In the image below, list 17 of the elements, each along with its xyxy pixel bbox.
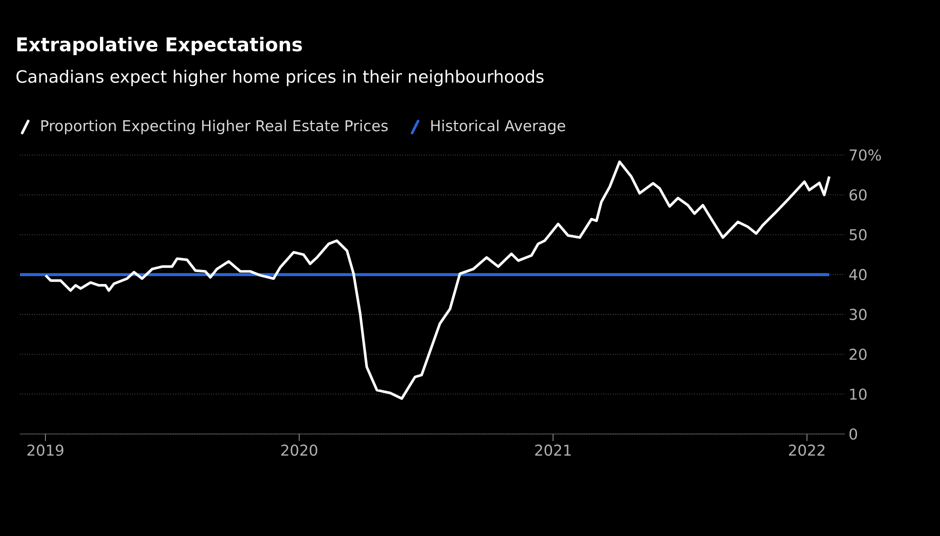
chart-subtitle: Canadians expect higher home prices in their neighbourhoods — [16, 70, 544, 86]
x-tick-label: 2022 — [789, 444, 824, 456]
y-tick-label: 0 — [850, 428, 858, 440]
y-tick-label: 10 — [850, 388, 867, 400]
y-tick-label: 50 — [850, 229, 867, 240]
chart-title: Extrapolative Expectations — [17, 36, 302, 56]
y-tick-label: 70% — [850, 149, 881, 161]
x-tick-label: 2019 — [27, 444, 64, 456]
line-series — [44, 160, 831, 400]
y-tick-label: 30 — [850, 308, 867, 320]
x-tick-label: 2021 — [535, 444, 571, 456]
x-tick-label: 2020 — [281, 444, 318, 456]
y-tick-label: 20 — [850, 348, 867, 360]
y-tick-label: 40 — [849, 268, 867, 280]
y-tick-label: 60 — [850, 189, 867, 201]
legend-label: Proportion Expecting Higher Real Estate Prices — [41, 120, 388, 134]
legend-label: Historical Average — [431, 120, 566, 134]
